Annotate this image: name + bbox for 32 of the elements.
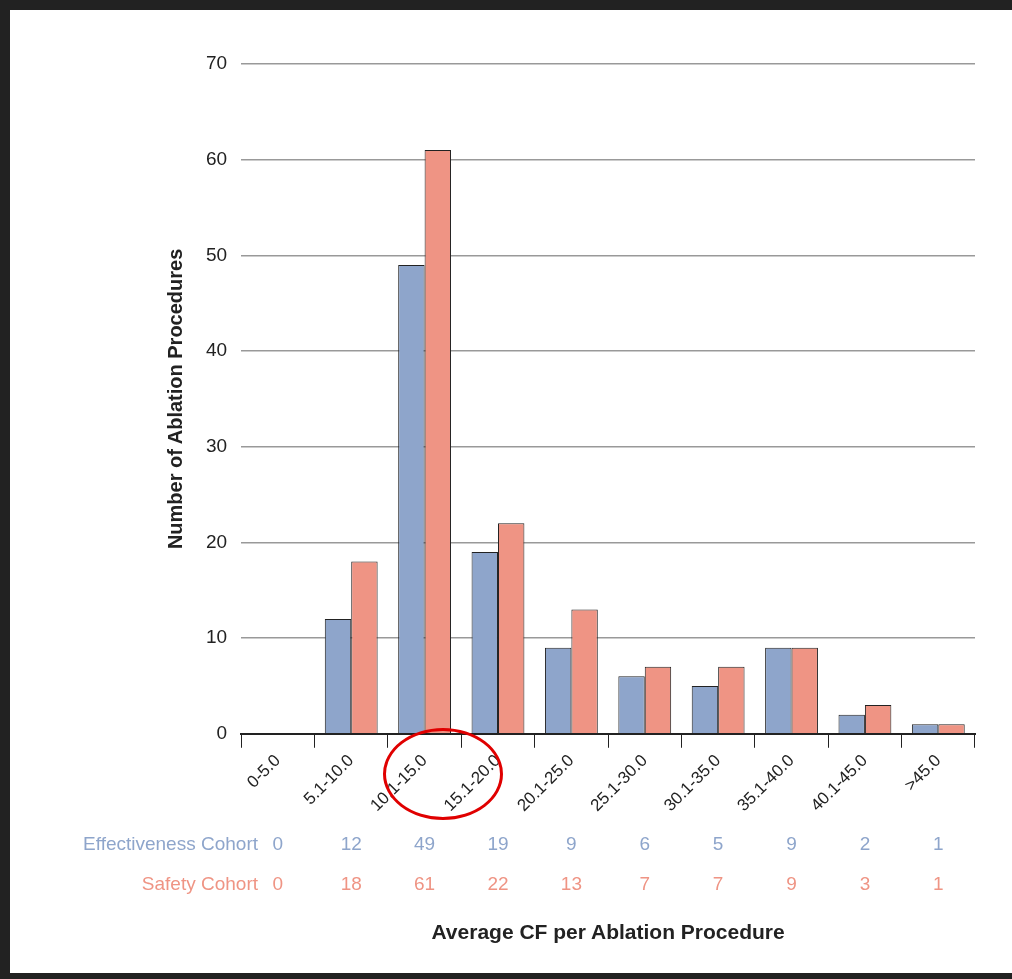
data-label: 9 (786, 873, 797, 895)
data-label: 7 (639, 873, 651, 895)
data-label: 18 (340, 873, 362, 895)
data-label: 1 (933, 873, 944, 895)
data-label: 49 (414, 833, 436, 855)
data-label: 13 (560, 873, 582, 895)
x-axis-title: Average CF per Ablation Procedure (431, 919, 785, 943)
y-tick-label: 70 (205, 52, 228, 74)
y-tick-label: 50 (205, 243, 228, 265)
data-label: 9 (566, 833, 577, 855)
data-label: 22 (487, 873, 509, 895)
data-label: 61 (414, 873, 436, 895)
y-axis-title: Number of Ablation Procedures (163, 248, 186, 550)
data-label: 2 (859, 833, 871, 855)
data-label: 19 (487, 833, 509, 855)
data-label: 6 (639, 833, 651, 855)
data-label: 12 (340, 833, 362, 855)
data-label: 9 (786, 833, 797, 855)
y-tick-label: 10 (205, 626, 228, 648)
y-tick-label: 30 (205, 434, 228, 456)
data-label: 0 (272, 873, 284, 895)
data-label: 3 (859, 873, 871, 895)
data-label: 7 (712, 873, 724, 895)
text: Safety Cohort (141, 873, 259, 895)
data-label: 0 (272, 833, 284, 855)
y-tick-label: 0 (216, 722, 228, 744)
y-tick-label: 60 (205, 147, 228, 169)
y-tick-label: 20 (205, 530, 228, 552)
text: Effectiveness Cohort (83, 833, 259, 855)
y-tick-label: 40 (205, 339, 228, 361)
data-label: 1 (933, 833, 944, 855)
data-label: 5 (712, 833, 724, 855)
